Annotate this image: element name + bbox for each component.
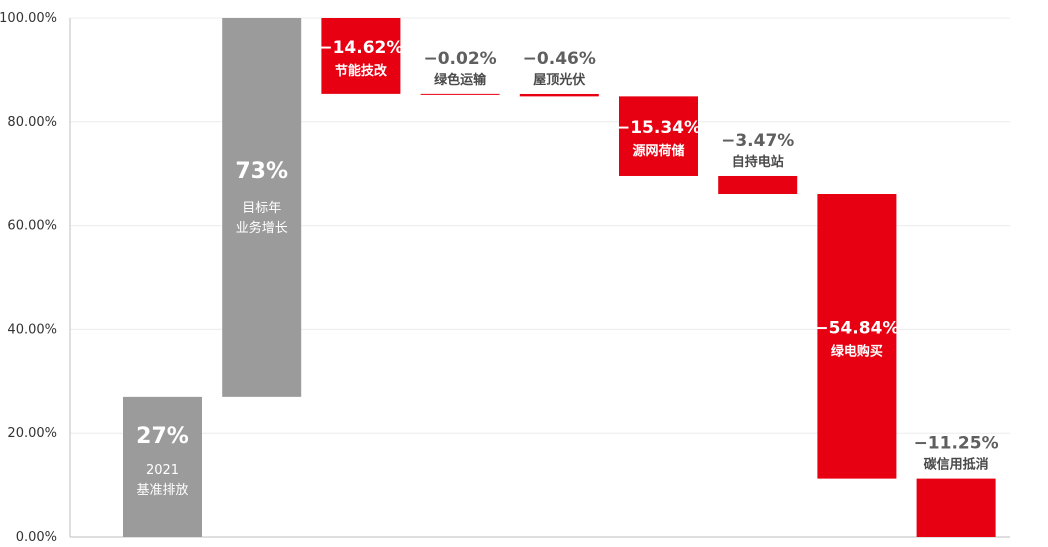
bar-1 xyxy=(123,396,202,537)
bar-category-label: 节能技改 xyxy=(335,63,388,79)
bar-7 xyxy=(718,175,798,194)
bar-category-label: 业务增长 xyxy=(236,220,288,236)
bar-value-label: −3.47% xyxy=(721,131,794,151)
bar-value-label: 73% xyxy=(235,159,288,184)
bar-category-label: 绿电购买 xyxy=(831,343,883,359)
bar-category-label: 源网荷储 xyxy=(632,143,684,159)
bar-8 xyxy=(817,193,897,479)
bar-5 xyxy=(519,93,599,97)
bar-value-label: 27% xyxy=(136,424,189,449)
bar-category-label: 目标年 xyxy=(242,201,281,216)
y-tick-label: 0.00% xyxy=(16,530,57,543)
bar-3 xyxy=(321,18,401,94)
y-tick-label: 20.00% xyxy=(7,426,57,441)
bar-category-label: 自持电站 xyxy=(732,154,784,170)
bar-category-label: 碳信用抵消 xyxy=(924,457,989,473)
bar-9 xyxy=(916,478,996,537)
y-tick-label: 60.00% xyxy=(7,219,57,234)
bar-value-label: −14.62% xyxy=(318,38,403,58)
bar-category-label: 2021 xyxy=(146,463,179,478)
bar-value-label: −11.25% xyxy=(914,434,999,454)
bar-6 xyxy=(619,96,698,176)
bar-value-label: −54.84% xyxy=(814,318,899,338)
y-tick-label: 40.00% xyxy=(7,322,57,337)
y-tick-label: 80.00% xyxy=(7,115,57,130)
bar-value-label: −0.02% xyxy=(423,49,496,69)
bar-value-label: −15.34% xyxy=(616,118,701,138)
bar-category-label: 绿色运输 xyxy=(434,72,487,88)
y-tick-label: 100.00% xyxy=(0,11,57,26)
bar-2 xyxy=(222,18,302,397)
bar-category-label: 屋顶光伏 xyxy=(533,72,585,88)
bar-4 xyxy=(420,93,500,95)
bar-value-label: −0.46% xyxy=(523,49,596,69)
bar-category-label: 基准排放 xyxy=(136,483,188,498)
